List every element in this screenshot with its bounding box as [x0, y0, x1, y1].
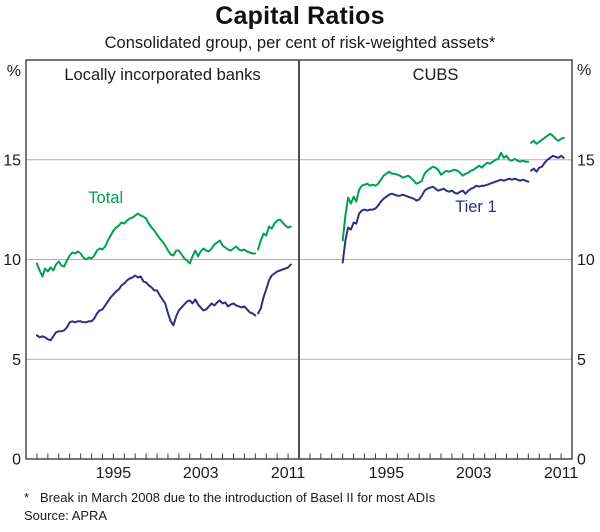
y-axis-label-left: 0: [12, 452, 21, 469]
footnote: * Break in March 2008 due to the introduc…: [24, 490, 584, 505]
x-axis-label: 2003: [456, 465, 492, 482]
x-axis-label: 1995: [96, 465, 132, 482]
source-note: Source: APRA: [24, 508, 108, 523]
y-axis-label-right: 0: [577, 452, 586, 469]
unit-label-left: %: [7, 63, 21, 80]
x-axis-label: 2003: [183, 465, 219, 482]
series-line-total: [341, 151, 530, 242]
panel-title: CUBS: [413, 66, 459, 84]
series-line-total: [530, 132, 565, 145]
x-axis-label: 2011: [544, 465, 579, 482]
panel-title: Locally incorporated banks: [64, 66, 260, 84]
y-axis-label-left: 10: [3, 252, 21, 269]
chart-subtitle: Consolidated group, per cent of risk-wei…: [104, 34, 496, 52]
y-axis-label-right: 5: [577, 352, 586, 369]
x-axis-label: 1995: [369, 465, 405, 482]
footnote-marker: *: [24, 490, 30, 505]
y-axis-label-right: 10: [577, 252, 595, 269]
y-axis-label-left: 15: [3, 152, 21, 169]
series-label-tier-1: Tier 1: [455, 198, 497, 216]
series-label-total: Total: [88, 189, 123, 207]
x-axis-label: 2011: [271, 465, 306, 482]
series-line-tier-1: [341, 177, 530, 264]
y-axis-label-left: 5: [12, 352, 21, 369]
footnote-text: Break in March 2008 due to the introduct…: [40, 490, 436, 505]
series-line-total: [257, 218, 292, 251]
unit-label-right: %: [577, 62, 591, 79]
series-line-tier-1: [35, 274, 257, 342]
y-axis-label-right: 15: [577, 152, 595, 169]
series-line-tier-1: [257, 263, 292, 315]
series-line-total: [35, 212, 257, 278]
series-line-tier-1: [530, 154, 565, 173]
chart-title: Capital Ratios: [215, 2, 385, 30]
